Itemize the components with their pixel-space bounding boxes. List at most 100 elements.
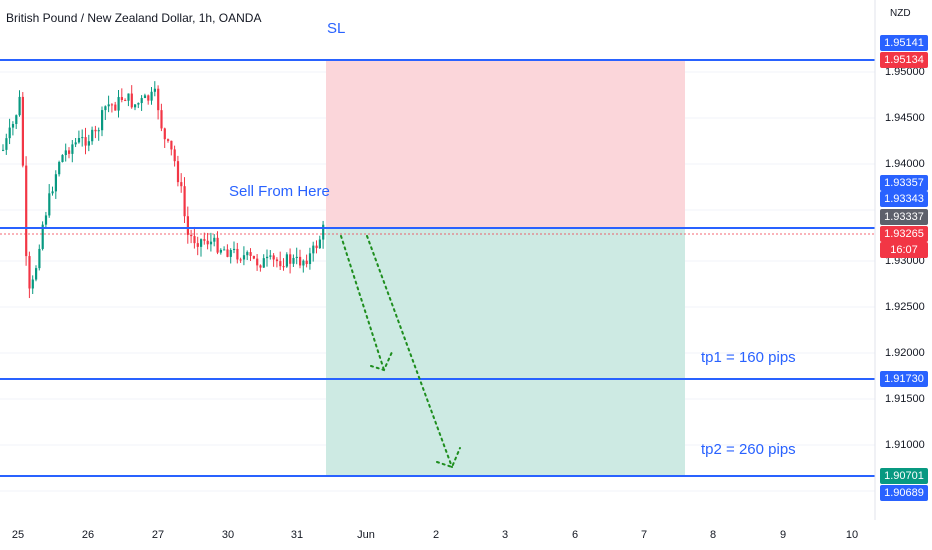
candle-body: [233, 248, 236, 251]
candle: [209, 232, 213, 252]
candle: [130, 85, 133, 109]
candle-body: [21, 96, 24, 166]
candle-body: [120, 97, 123, 100]
candle: [15, 114, 18, 129]
time-axis-label: 6: [571, 529, 579, 541]
time-axis-label: 3: [501, 529, 509, 541]
candle-body: [322, 224, 325, 240]
candle-body: [170, 140, 173, 150]
candle-body: [48, 193, 51, 216]
tp1-annotation[interactable]: tp1 = 160 pips: [701, 349, 796, 366]
candle-body: [71, 144, 74, 154]
candle: [147, 94, 150, 105]
candle-body: [203, 239, 206, 241]
candle-body: [150, 91, 153, 101]
candle-body: [180, 182, 183, 187]
price-tick: 1.93000: [885, 255, 925, 267]
candle-body: [209, 241, 213, 245]
time-axis-label: 9: [779, 529, 787, 541]
candle-body: [84, 137, 87, 146]
candle: [233, 241, 236, 254]
candle-body: [117, 97, 120, 111]
projection-arrow-1: [340, 235, 393, 372]
candle: [272, 253, 275, 267]
candle: [140, 95, 143, 111]
candle: [64, 143, 67, 162]
tp2-annotation[interactable]: tp2 = 260 pips: [701, 441, 796, 458]
candle-body: [91, 129, 94, 142]
price-tick: 1.92500: [885, 301, 925, 313]
candle: [203, 232, 206, 245]
candle: [173, 145, 176, 167]
candle-body: [308, 253, 312, 265]
candle-body: [305, 260, 308, 265]
take-profit-zone[interactable]: [326, 228, 685, 476]
candle: [97, 127, 100, 141]
candle: [157, 85, 160, 120]
candle: [11, 121, 15, 136]
candle: [259, 264, 262, 272]
candle: [94, 125, 97, 139]
candle-body: [140, 98, 143, 104]
candle-body: [186, 216, 189, 235]
candle-body: [31, 279, 34, 289]
candle: [275, 257, 279, 268]
price-tick: 1.92000: [885, 347, 925, 359]
candle-body: [2, 149, 5, 151]
candle-body: [279, 261, 282, 267]
candle-body: [41, 224, 44, 249]
price-tick: 1.94000: [885, 158, 925, 170]
candle-body: [61, 155, 64, 163]
candle: [292, 254, 295, 267]
time-axis-label: 8: [709, 529, 717, 541]
price-tick: 1.91000: [885, 439, 925, 451]
candle: [41, 221, 44, 251]
candle: [216, 231, 219, 255]
candle: [104, 105, 107, 121]
candle-body: [15, 115, 18, 125]
candle: [302, 259, 305, 273]
price-tick: 1.91500: [885, 393, 925, 405]
stop-loss-zone[interactable]: [326, 60, 685, 228]
sl-line-price-tag: 1.95141: [880, 35, 928, 51]
candle: [183, 177, 186, 224]
time-axis-label: 2: [432, 529, 440, 541]
candle: [269, 250, 272, 260]
candle: [163, 127, 166, 149]
sl-annotation[interactable]: SL: [327, 20, 346, 37]
candle: [68, 147, 71, 159]
candle-body: [74, 142, 77, 145]
candle: [51, 186, 54, 196]
candle: [91, 126, 94, 145]
candle-body: [167, 139, 170, 141]
candle-body: [114, 104, 117, 111]
candle: [249, 248, 252, 262]
candle: [58, 160, 61, 177]
candle: [77, 130, 81, 144]
candle: [206, 232, 209, 250]
candle: [87, 134, 90, 152]
candle: [318, 235, 321, 249]
candle: [81, 129, 84, 147]
candle-body: [190, 234, 193, 237]
tp2-line-price-tag: 1.90689: [880, 485, 928, 501]
candle-body: [216, 237, 219, 253]
candle-body: [18, 96, 21, 116]
candle-body: [134, 104, 137, 108]
candle: [295, 247, 298, 265]
candle-body: [200, 239, 203, 247]
candle: [8, 118, 11, 145]
candle-body: [97, 130, 100, 132]
candle: [150, 86, 153, 105]
candle: [289, 248, 292, 274]
sell-annotation[interactable]: Sell From Here: [229, 183, 330, 200]
candle-body: [64, 150, 67, 156]
candle: [137, 102, 140, 109]
candle-body: [77, 138, 81, 143]
candle: [153, 81, 156, 97]
candle: [279, 251, 282, 271]
candle: [312, 241, 315, 262]
candle-body: [137, 103, 140, 105]
candle-body: [163, 128, 166, 140]
